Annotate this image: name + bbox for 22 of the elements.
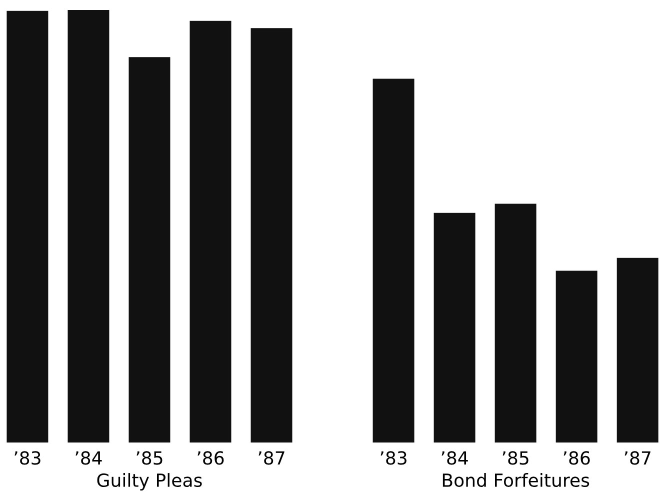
x-tick-label: ’86 (564, 451, 590, 465)
x-tick-label: ’83 (380, 451, 406, 465)
bar (128, 57, 170, 442)
x-tick-label: ’87 (258, 451, 284, 465)
text: Bond Forfeitures (442, 473, 590, 488)
x-tick-label: ’87 (624, 451, 650, 465)
bar (250, 28, 292, 442)
bar (494, 204, 536, 442)
bar (616, 258, 658, 442)
x-tick-label: ’84 (442, 451, 468, 465)
bar (372, 78, 414, 442)
x-tick-label: ’85 (502, 451, 528, 465)
bar (190, 20, 232, 442)
bar (68, 10, 110, 442)
bar (6, 10, 48, 442)
x-tick-label: ’85 (136, 451, 162, 465)
bar (434, 212, 476, 442)
x-tick-label: ’86 (198, 451, 224, 465)
bar (556, 270, 598, 442)
x-tick-label: ’84 (76, 451, 102, 465)
x-tick-label: ’83 (14, 451, 40, 465)
text: Guilty Pleas (97, 473, 202, 491)
